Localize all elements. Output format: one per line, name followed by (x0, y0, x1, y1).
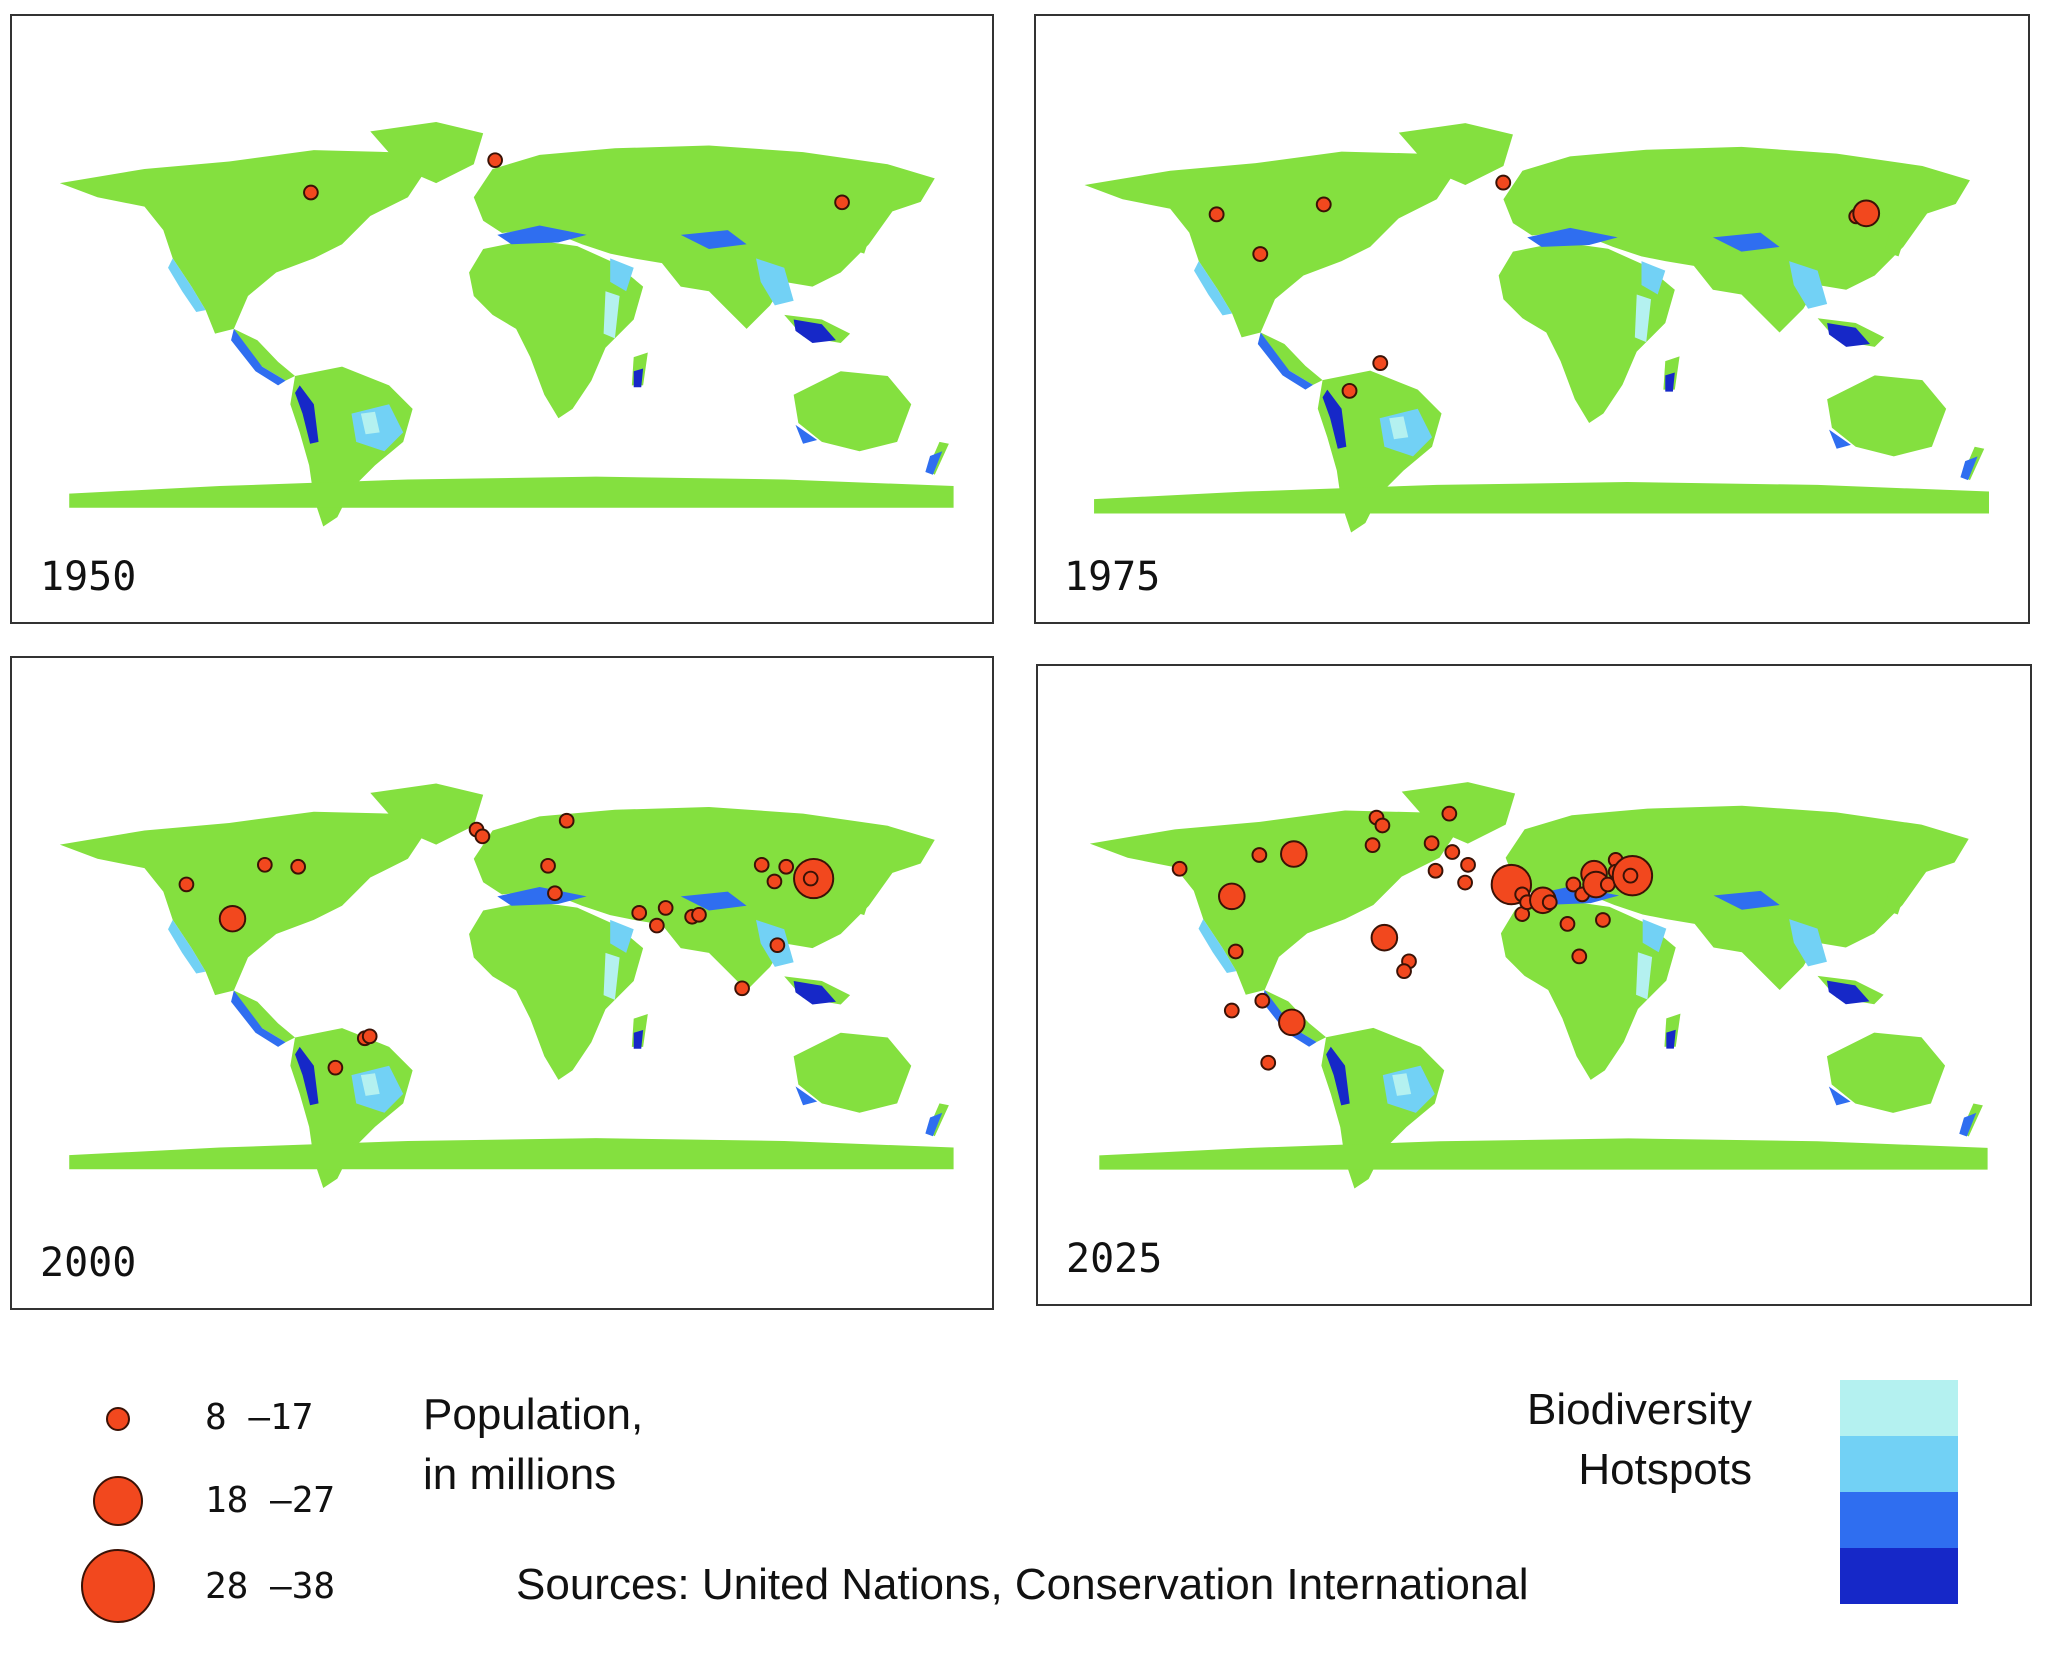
hotspot-level-3 (1840, 1492, 1958, 1548)
city-marker (1372, 355, 1389, 372)
city-marker (1315, 196, 1332, 213)
city-marker (547, 885, 563, 902)
map-panel-2000: 2000 (10, 656, 994, 1310)
city-marker (540, 857, 556, 874)
city-marker (753, 856, 770, 873)
city-marker (1364, 837, 1381, 854)
city-marker (257, 856, 273, 873)
city-marker (1208, 206, 1225, 223)
city-marker (1278, 1008, 1306, 1037)
world-map (59, 121, 954, 527)
city-marker (631, 904, 648, 921)
city-marker (1444, 844, 1461, 860)
panel-year-label: 1950 (40, 554, 137, 600)
city-marker (1280, 840, 1308, 868)
panel-year-label: 1975 (1064, 554, 1161, 600)
city-marker (474, 828, 491, 845)
city-marker (734, 980, 750, 997)
city-marker (1565, 876, 1582, 893)
city-marker (1495, 174, 1512, 191)
city-marker (1559, 916, 1576, 932)
city-marker (1370, 923, 1399, 952)
city-marker (649, 917, 665, 934)
city-marker (290, 858, 306, 875)
city-marker (303, 184, 319, 201)
size-symbol-small (106, 1407, 130, 1431)
hotspot-level-4 (1840, 1548, 1958, 1604)
size-range-medium: 18 –27 (205, 1480, 336, 1521)
city-marker (1374, 817, 1391, 834)
size-legend-symbols (81, 1407, 155, 1623)
map-panel-1975: 1975 (1034, 14, 2030, 624)
city-marker (1218, 882, 1246, 911)
hotspots-legend-line1: Biodiversity (1527, 1385, 1752, 1434)
city-marker (327, 1059, 344, 1076)
city-marker (1571, 948, 1588, 965)
world-map (59, 783, 954, 1189)
city-marker (1254, 992, 1271, 1009)
city-marker (1227, 943, 1244, 960)
sources-note: Sources: United Nations, Conservation In… (516, 1560, 1529, 1609)
hotspots-legend-line2: Hotspots (1578, 1445, 1752, 1494)
size-range-small: 8 –17 (205, 1397, 314, 1438)
city-marker (769, 937, 786, 954)
hotspot-color-ramp (1840, 1380, 1958, 1604)
city-marker (802, 870, 819, 887)
hotspot-level-1 (1840, 1380, 1958, 1436)
hotspot-level-2 (1840, 1436, 1958, 1492)
world-map (1084, 123, 1989, 533)
city-marker (1595, 912, 1611, 928)
city-marker (1460, 856, 1476, 873)
city-marker (1622, 867, 1639, 884)
city-marker (1441, 805, 1458, 822)
city-marker (834, 194, 850, 211)
city-marker (218, 904, 247, 933)
city-marker (778, 858, 795, 875)
hotspots-legend-title: Biodiversity Hotspots (1470, 1380, 1752, 1500)
panel-year-label: 2025 (1066, 1236, 1163, 1282)
city-marker (1223, 1002, 1240, 1019)
size-symbol-medium (93, 1476, 143, 1526)
city-marker (361, 1028, 378, 1045)
map-panel-1950: 1950 (10, 14, 994, 624)
panel-year-label: 2000 (40, 1240, 137, 1286)
city-marker (178, 876, 195, 893)
city-marker (1396, 963, 1412, 980)
city-marker (1852, 199, 1881, 228)
city-marker (1260, 1054, 1277, 1071)
city-marker (1341, 382, 1358, 399)
city-marker (1423, 835, 1440, 852)
population-legend-line2: in millions (423, 1450, 617, 1499)
city-marker (1457, 874, 1473, 891)
city-marker (1251, 847, 1268, 863)
city-marker (1541, 894, 1558, 911)
population-legend-line1: Population, (423, 1390, 644, 1439)
size-range-large: 28 –38 (205, 1566, 336, 1607)
map-panel-2025: 2025 (1036, 664, 2032, 1306)
city-marker (691, 906, 707, 923)
world-map (1089, 782, 1988, 1189)
city-marker (766, 873, 783, 890)
city-marker (657, 900, 674, 916)
city-marker (1252, 246, 1269, 262)
city-marker (558, 812, 575, 829)
city-marker (487, 152, 503, 169)
city-marker (1427, 862, 1444, 879)
city-marker (1171, 860, 1188, 877)
size-symbol-large (81, 1549, 155, 1623)
population-legend-title: Population, in millions (423, 1385, 643, 1505)
